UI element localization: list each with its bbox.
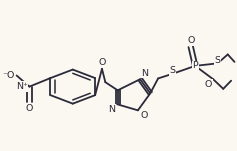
Text: N⁺: N⁺ (16, 82, 28, 91)
Text: O: O (187, 36, 194, 45)
Text: O: O (205, 80, 212, 89)
Text: O: O (98, 58, 106, 67)
Text: O: O (141, 111, 148, 120)
Text: N: N (141, 69, 148, 78)
Text: N: N (108, 105, 115, 114)
Text: S: S (170, 66, 176, 75)
Text: O: O (26, 104, 33, 113)
Text: S: S (215, 56, 221, 64)
Text: ⁻O: ⁻O (2, 71, 14, 80)
Text: P: P (192, 61, 198, 70)
